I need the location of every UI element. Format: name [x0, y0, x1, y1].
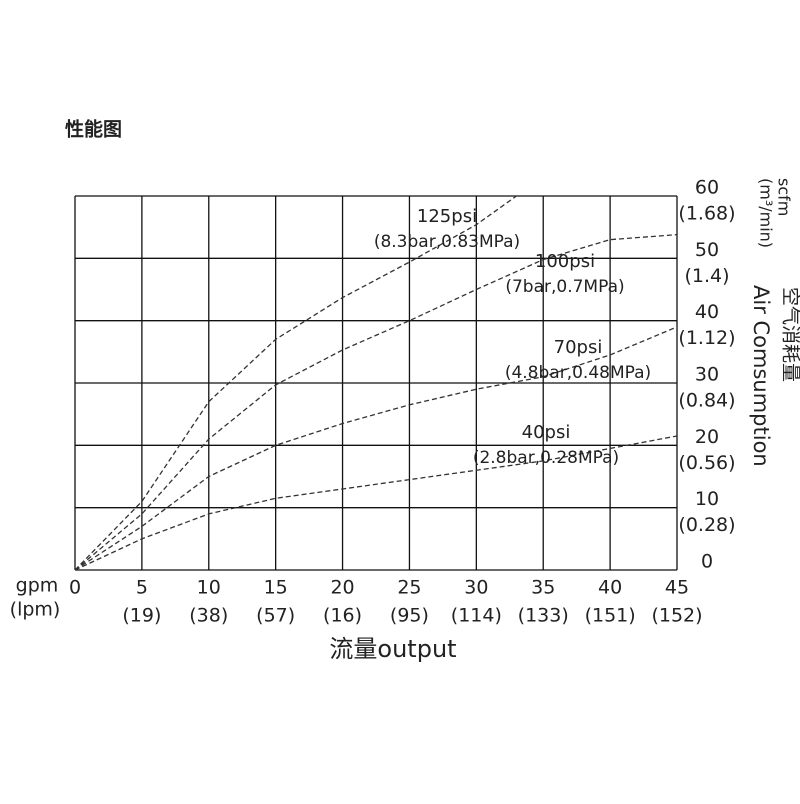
y-tick-label: 20 [695, 426, 719, 448]
x-tick-label: 35 [531, 577, 555, 599]
y-unit2: (m³/min) [757, 178, 776, 248]
x-tick-label: 30 [464, 577, 488, 599]
x2-tick-label: (38) [189, 605, 228, 627]
title: 性能图 [65, 118, 122, 141]
series-name: 70psi [554, 337, 603, 358]
y2-tick-label: (0.56) [678, 452, 735, 474]
y-tick-label: 50 [695, 239, 719, 261]
x-tick-label: 10 [197, 577, 221, 599]
x-tick-label: 20 [330, 577, 354, 599]
x-tick-label: 0 [69, 577, 81, 599]
x-tick-label: 40 [598, 577, 622, 599]
x-tick-label: 15 [264, 577, 288, 599]
x-tick-label: 25 [397, 577, 421, 599]
x2-tick-label: (19) [122, 605, 161, 627]
y2-tick-label: (0.84) [678, 390, 735, 412]
x2-tick-label: (152) [651, 605, 702, 627]
series-note: (8.3bar,0.83MPa) [374, 232, 520, 252]
x-tick-label: 45 [665, 577, 689, 599]
y-tick-label: 60 [695, 177, 719, 199]
y2-tick-label: (1.68) [678, 203, 735, 225]
series-name: 40psi [522, 422, 571, 443]
x-tick-label: 5 [136, 577, 148, 599]
x2-tick-label: (114) [451, 605, 502, 627]
y-tick-label: 0 [701, 551, 713, 573]
x2-tick-label: (151) [585, 605, 636, 627]
x2-tick-label: (95) [390, 605, 429, 627]
y2-tick-label: (1.4) [684, 265, 729, 287]
series-name: 125psi [417, 206, 477, 227]
y2-tick-label: (1.12) [678, 327, 735, 349]
y-tick-label: 30 [695, 364, 719, 386]
x-unit: gpm [16, 575, 59, 597]
y-label-en: Air Comsumption [749, 285, 773, 467]
series-note: (4.8bar,0.48MPa) [505, 363, 651, 383]
y2-tick-label: (0.28) [678, 514, 735, 536]
x-unit2: (lpm) [10, 599, 61, 621]
y-tick-label: 40 [695, 301, 719, 323]
series-note: (2.8bar,0.28MPa) [473, 448, 619, 468]
series-name: 100psi [535, 251, 595, 272]
series-note: (7bar,0.7MPa) [505, 277, 624, 297]
y-tick-label: 10 [695, 488, 719, 510]
y-unit: scfm [775, 178, 794, 216]
x2-tick-label: (133) [518, 605, 569, 627]
x2-tick-label: (16) [323, 605, 362, 627]
x-label: 流量output [329, 635, 456, 663]
y-label-cn: 空气消耗量 [780, 287, 800, 382]
x2-tick-label: (57) [256, 605, 295, 627]
